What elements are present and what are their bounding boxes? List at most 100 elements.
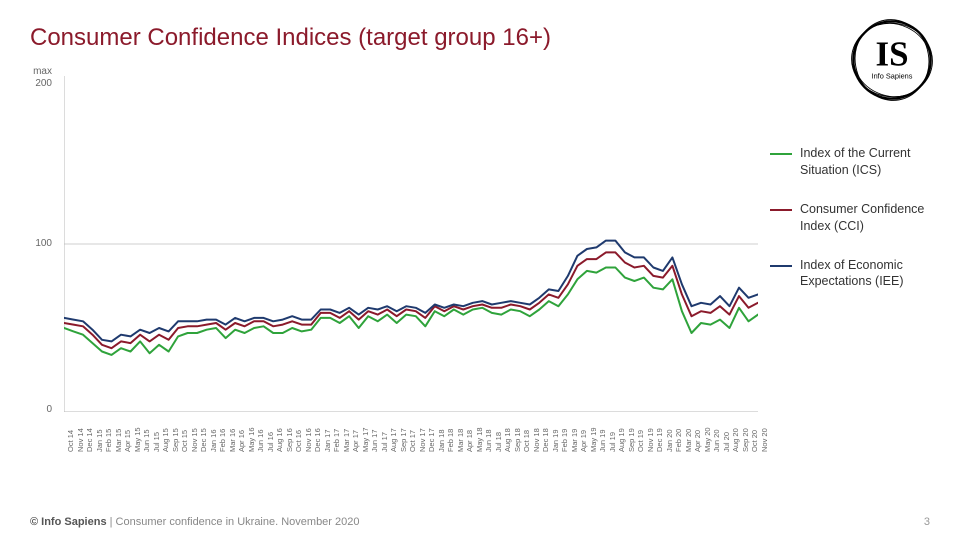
x-tick-label: Feb 20 <box>674 429 683 452</box>
x-tick-label: May 15 <box>133 427 142 452</box>
x-tick-label: Feb 19 <box>560 429 569 452</box>
chart-title: Consumer Confidence Indices (target grou… <box>30 24 551 52</box>
y-tick-200: 200 <box>24 78 52 89</box>
x-tick-label: Jan 16 <box>209 429 218 452</box>
legend-swatch-ics <box>770 153 792 155</box>
y-label-max: max <box>24 66 52 77</box>
logo-text-sub: Info Sapiens <box>872 71 913 80</box>
x-tick-label: Aug 17 <box>389 428 398 452</box>
x-tick-label: May 19 <box>589 427 598 452</box>
logo: IS Info Sapiens <box>846 14 938 106</box>
x-tick-label: Mar 19 <box>570 429 579 452</box>
x-tick-label: Nov 14 <box>76 428 85 452</box>
x-tick-label: Mar 17 <box>342 429 351 452</box>
x-tick-label: Jun 16 <box>256 429 265 452</box>
legend-item-cci: Consumer Confidence Index (CCI) <box>770 201 945 235</box>
legend-label-cci: Consumer Confidence Index (CCI) <box>800 201 945 235</box>
x-tick-label: Aug 15 <box>161 428 170 452</box>
x-tick-label: May 17 <box>361 427 370 452</box>
x-tick-label: Apr 19 <box>579 430 588 452</box>
x-tick-label: Apr 17 <box>351 430 360 452</box>
x-tick-label: Nov 20 <box>760 428 769 452</box>
x-tick-label: May 18 <box>475 427 484 452</box>
x-tick-label: Jun 17 <box>370 429 379 452</box>
x-tick-label: Apr 18 <box>465 430 474 452</box>
x-tick-label: Jul 19 <box>608 432 617 452</box>
x-tick-label: Jan 15 <box>95 429 104 452</box>
legend-item-iee: Index of Economic Expectations (IEE) <box>770 257 945 291</box>
x-tick-label: Sep 17 <box>399 428 408 452</box>
x-tick-label: Oct 16 <box>294 430 303 452</box>
x-tick-label: Dec 16 <box>313 428 322 452</box>
x-tick-label: Aug 20 <box>731 428 740 452</box>
legend-swatch-cci <box>770 209 792 211</box>
x-tick-label: Mar 18 <box>456 429 465 452</box>
y-tick-100: 100 <box>24 238 52 249</box>
x-tick-label: Jun 19 <box>598 429 607 452</box>
x-tick-label: Oct 19 <box>636 430 645 452</box>
x-tick-label: Oct 20 <box>750 430 759 452</box>
x-tick-label: Jul 20 <box>722 432 731 452</box>
x-tick-label: Jun 15 <box>142 429 151 452</box>
x-tick-label: Jul 17 <box>380 432 389 452</box>
footer-text: | Consumer confidence in Ukraine. Novemb… <box>107 516 360 528</box>
series-iee <box>64 241 758 342</box>
x-tick-label: Aug 19 <box>617 428 626 452</box>
x-tick-label: Nov 17 <box>418 428 427 452</box>
x-tick-label: Nov 19 <box>646 428 655 452</box>
x-tick-label: Oct 17 <box>408 430 417 452</box>
x-tick-label: Jan 18 <box>437 429 446 452</box>
x-tick-label: Mar 15 <box>114 429 123 452</box>
x-tick-label: Jan 19 <box>551 429 560 452</box>
legend-swatch-iee <box>770 265 792 267</box>
x-tick-label: Feb 16 <box>218 429 227 452</box>
legend-label-iee: Index of Economic Expectations (IEE) <box>800 257 945 291</box>
x-tick-label: Feb 17 <box>332 429 341 452</box>
x-tick-label: Jul 16 <box>266 432 275 452</box>
x-tick-label: Feb 15 <box>104 429 113 452</box>
x-tick-label: Jul 15 <box>152 432 161 452</box>
x-tick-label: Apr 15 <box>123 430 132 452</box>
legend-item-ics: Index of the Current Situation (ICS) <box>770 145 945 179</box>
x-tick-label: Feb 18 <box>446 429 455 452</box>
x-labels: Oct 14Nov 14Dec 14Jan 15Feb 15Mar 15Apr … <box>64 416 758 466</box>
x-tick-label: Nov 16 <box>304 428 313 452</box>
x-tick-label: May 20 <box>703 427 712 452</box>
x-tick-label: Dec 14 <box>85 428 94 452</box>
x-tick-label: Aug 16 <box>275 428 284 452</box>
legend: Index of the Current Situation (ICS) Con… <box>770 145 945 312</box>
x-tick-label: Aug 18 <box>503 428 512 452</box>
x-tick-label: Oct 18 <box>522 430 531 452</box>
page-number: 3 <box>924 516 930 528</box>
chart-area: max 200 100 0 Oct 14Nov 14Dec 14Jan 15Fe… <box>30 66 758 466</box>
x-tick-label: Dec 15 <box>199 428 208 452</box>
x-tick-label: Jul 18 <box>494 432 503 452</box>
x-tick-label: Dec 19 <box>655 428 664 452</box>
x-tick-label: Oct 14 <box>66 430 75 452</box>
y-tick-0: 0 <box>24 404 52 415</box>
x-tick-label: Sep 19 <box>627 428 636 452</box>
x-tick-label: Sep 18 <box>513 428 522 452</box>
footer: © Info Sapiens | Consumer confidence in … <box>30 516 360 528</box>
slide: Consumer Confidence Indices (target grou… <box>0 0 960 540</box>
x-tick-label: Dec 17 <box>427 428 436 452</box>
x-tick-label: Apr 20 <box>693 430 702 452</box>
x-tick-label: Sep 20 <box>741 428 750 452</box>
logo-text-main: IS <box>875 35 908 74</box>
x-tick-label: Mar 16 <box>228 429 237 452</box>
legend-label-ics: Index of the Current Situation (ICS) <box>800 145 945 179</box>
x-tick-label: Jan 17 <box>323 429 332 452</box>
x-tick-label: Jan 20 <box>665 429 674 452</box>
x-tick-label: Jun 20 <box>712 429 721 452</box>
x-tick-label: Oct 15 <box>180 430 189 452</box>
chart-plot <box>64 76 758 412</box>
x-tick-label: Sep 16 <box>285 428 294 452</box>
x-tick-label: Nov 15 <box>190 428 199 452</box>
x-tick-label: Dec 18 <box>541 428 550 452</box>
x-tick-label: Nov 18 <box>532 428 541 452</box>
x-tick-label: Jun 18 <box>484 429 493 452</box>
x-tick-label: Sep 15 <box>171 428 180 452</box>
x-tick-label: Mar 20 <box>684 429 693 452</box>
x-tick-label: Apr 16 <box>237 430 246 452</box>
x-tick-label: May 16 <box>247 427 256 452</box>
